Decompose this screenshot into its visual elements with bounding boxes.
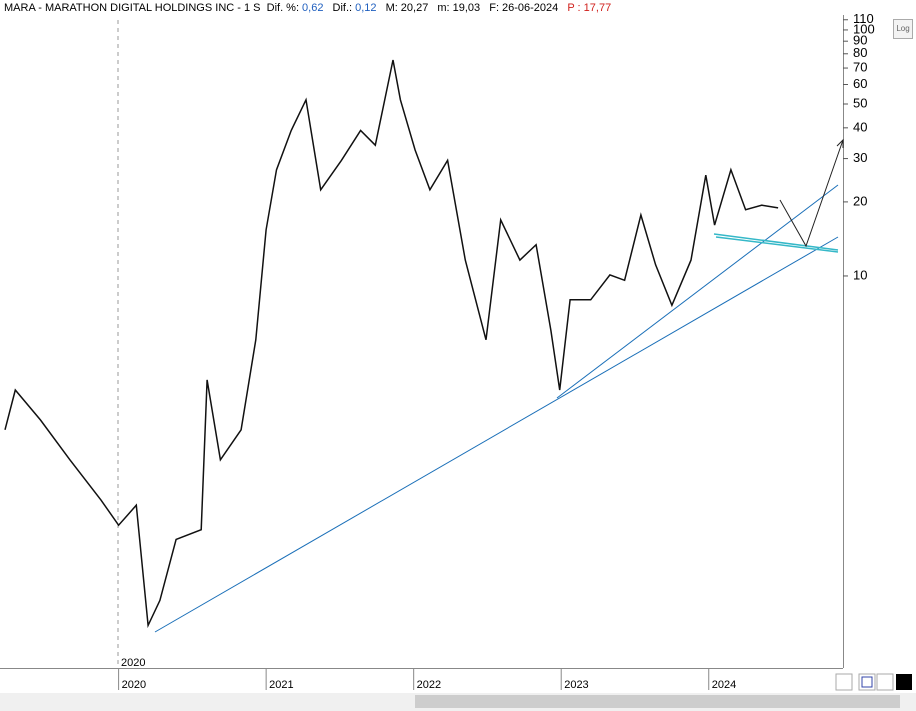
field-label: Dif.: xyxy=(332,2,353,14)
channel-line xyxy=(713,233,839,251)
trend-line xyxy=(556,184,839,399)
y-tick-label: 60 xyxy=(853,76,867,91)
save-icon xyxy=(861,676,873,688)
projection-arrow xyxy=(779,138,844,248)
y-tick-label: 30 xyxy=(853,150,867,165)
scroll-thumb[interactable] xyxy=(415,695,900,708)
y-axis-line xyxy=(843,15,844,668)
header: MARA - MARATHON DIGITAL HOLDINGS INC - 1… xyxy=(4,2,611,14)
color-button[interactable] xyxy=(896,674,912,690)
marker-label: 2020 xyxy=(121,657,145,669)
x-tick-label: 2024 xyxy=(712,679,736,691)
field-label: Dif. %: xyxy=(266,2,300,14)
field-value: 0,62 xyxy=(302,2,324,14)
channel-lines xyxy=(713,233,839,253)
arrow-path xyxy=(779,139,844,248)
y-tick-label: 50 xyxy=(853,95,867,110)
x-tick-label: 2023 xyxy=(564,679,588,691)
zoom-button[interactable] xyxy=(835,673,853,691)
field-value: 19,03 xyxy=(452,2,481,14)
symbol: MARA - MARATHON DIGITAL HOLDINGS INC - 1… xyxy=(4,2,261,14)
trend-line xyxy=(154,236,839,633)
channel-line xyxy=(715,236,839,253)
y-tick-label: 100 xyxy=(853,21,875,36)
y-tick-label: 40 xyxy=(853,119,867,134)
price-value: 17,77 xyxy=(583,2,612,14)
y-tick-label: 20 xyxy=(853,193,867,208)
arrow-head xyxy=(836,138,844,148)
x-tick-label: 2021 xyxy=(269,679,293,691)
log-button[interactable]: Log xyxy=(893,19,913,39)
x-tick-label: 2022 xyxy=(417,679,441,691)
pin-button[interactable] xyxy=(876,673,894,691)
price-label: P : xyxy=(567,2,581,14)
y-tick-label: 110 xyxy=(853,11,874,26)
save-button[interactable] xyxy=(858,673,876,691)
field-label: m: xyxy=(437,2,450,14)
price-line xyxy=(4,59,779,629)
field-value: 26-06-2024 xyxy=(502,2,559,14)
x-axis-line xyxy=(0,668,843,669)
y-tick-label: 70 xyxy=(853,59,867,74)
field-label: M: xyxy=(385,2,398,14)
x-tick-label: 2020 xyxy=(122,679,146,691)
y-tick-label: 10 xyxy=(853,267,867,282)
y-tick-label: 80 xyxy=(853,45,867,60)
field-value: 20,27 xyxy=(400,2,429,14)
field-label: F: xyxy=(489,2,499,14)
field-value: 0,12 xyxy=(355,2,377,14)
y-tick-label: 90 xyxy=(853,33,867,48)
